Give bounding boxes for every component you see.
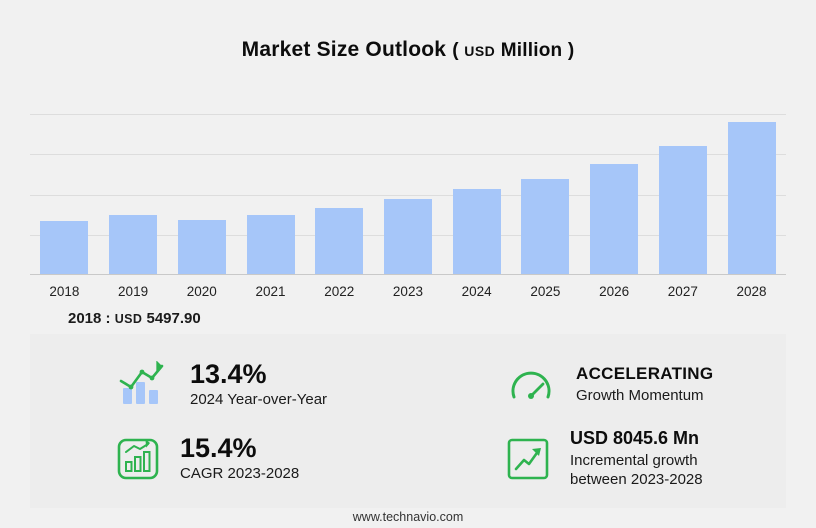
- x-axis-label: 2023: [392, 284, 423, 299]
- bar-column: 2028: [727, 114, 776, 299]
- bar-column: 2026: [590, 114, 639, 299]
- bar-2026: [590, 164, 639, 274]
- x-axis-label: 2018: [49, 284, 80, 299]
- unit-label: Million: [500, 40, 563, 61]
- stat-cagr: 15.4% CAGR 2023-2028: [116, 434, 506, 484]
- x-axis-label: 2026: [599, 284, 630, 299]
- bar-column: 2020: [177, 114, 226, 299]
- title-main: Market Size Outlook: [241, 38, 447, 61]
- trend-up-icon: [506, 437, 550, 481]
- bar-column: 2024: [452, 114, 501, 299]
- incremental-caption-line1: Incremental growth: [570, 452, 698, 470]
- base-year-value: 2018 : USD 5497.90: [68, 310, 201, 327]
- x-axis-label: 2019: [118, 284, 149, 299]
- stat-incremental-text: USD 8045.6 Mn Incremental growth between…: [570, 428, 703, 490]
- x-axis-label: 2028: [736, 284, 767, 299]
- bar-column: 2018: [40, 114, 89, 299]
- cagr-value: 15.4%: [180, 432, 257, 463]
- page-title: Market Size Outlook ( USD Million ): [0, 0, 816, 62]
- bar-2024: [452, 189, 501, 274]
- bar-2025: [521, 178, 570, 274]
- bar-column: 2025: [521, 114, 570, 299]
- paren-open: (: [452, 40, 459, 61]
- paren-close: ): [567, 40, 575, 61]
- website-url: www.technavio.com: [352, 510, 464, 524]
- bar-column: 2019: [109, 114, 158, 299]
- x-axis-label: 2027: [667, 284, 698, 299]
- gridline: [30, 194, 786, 196]
- stat-cagr-text: 15.4% CAGR 2023-2028: [180, 434, 299, 484]
- bar-column: 2023: [383, 114, 432, 299]
- stat-yoy: 13.4% 2024 Year-over-Year: [116, 360, 506, 410]
- stat-momentum: ACCELERATING Growth Momentum: [506, 364, 776, 406]
- bar-2019: [109, 215, 158, 274]
- gridline: [30, 154, 786, 156]
- bar-2028: [727, 121, 776, 274]
- bar-2022: [315, 207, 364, 274]
- gauge-icon: [506, 367, 556, 403]
- incremental-caption-line2: between 2023-2028: [570, 471, 703, 488]
- market-size-chart: 2018 2019 2020 2021 2022 2023 2024 2025 2026 2027…: [30, 114, 786, 299]
- stat-momentum-text: ACCELERATING Growth Momentum: [576, 364, 713, 406]
- stat-incremental: USD 8045.6 Mn Incremental growth between…: [506, 428, 776, 490]
- momentum-title: ACCELERATING: [576, 364, 714, 384]
- bar-growth-icon: [116, 361, 170, 409]
- title-unit: ( USD Million ): [452, 40, 574, 61]
- x-axis-label: 2024: [461, 284, 492, 299]
- cagr-bars-icon: [116, 437, 160, 481]
- gridline: [30, 114, 786, 115]
- x-axis-label: 2021: [255, 284, 286, 299]
- base-currency: USD: [114, 312, 143, 326]
- bar-column: 2022: [315, 114, 364, 299]
- yoy-caption: 2024 Year-over-Year: [190, 391, 328, 409]
- x-axis-label: 2020: [186, 284, 217, 299]
- stat-yoy-text: 13.4% 2024 Year-over-Year: [190, 360, 327, 410]
- base-value: 5497.90: [146, 310, 201, 327]
- bar-column: 2027: [658, 114, 707, 299]
- bar-2020: [177, 219, 226, 274]
- bar-2027: [658, 145, 707, 274]
- bar-2023: [383, 199, 432, 274]
- incremental-value: USD 8045.6 Mn: [570, 428, 700, 449]
- unit-currency: USD: [464, 43, 496, 59]
- chart-plot-area: 2018 2019 2020 2021 2022 2023 2024 2025 2026 2027…: [30, 114, 786, 299]
- bar-2018: [40, 221, 89, 274]
- cagr-caption: CAGR 2023-2028: [180, 465, 300, 483]
- stats-panel: 13.4% 2024 Year-over-Year ACCELERATING G…: [30, 334, 786, 508]
- yoy-value: 13.4%: [190, 358, 267, 389]
- incremental-caption: Incremental growth between 2023-2028: [570, 452, 703, 490]
- x-axis-label: 2022: [324, 284, 355, 299]
- bar-column: 2021: [246, 114, 295, 299]
- bar-2021: [246, 214, 295, 274]
- base-separator: :: [105, 310, 111, 327]
- x-axis-label: 2025: [530, 284, 561, 299]
- base-year: 2018: [68, 310, 102, 327]
- momentum-caption: Growth Momentum: [576, 387, 704, 405]
